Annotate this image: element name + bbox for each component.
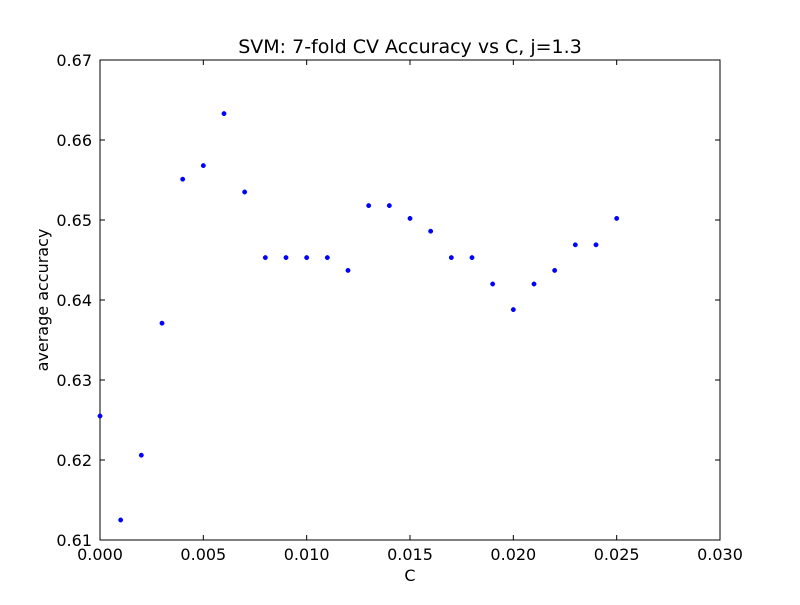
data-point xyxy=(242,189,248,195)
data-point xyxy=(159,320,165,326)
data-point xyxy=(510,307,516,313)
x-tick-label: 0.025 xyxy=(594,545,640,564)
data-point xyxy=(97,413,103,419)
x-tick-label: 0.000 xyxy=(77,545,123,564)
y-tick-label: 0.66 xyxy=(56,131,92,150)
data-point xyxy=(118,517,124,523)
data-point xyxy=(324,255,330,261)
y-tick-label: 0.65 xyxy=(56,211,92,230)
data-point xyxy=(283,255,289,261)
data-point xyxy=(552,267,558,273)
data-point xyxy=(428,228,434,234)
y-tick-label: 0.64 xyxy=(56,291,92,310)
axis-ticks xyxy=(99,59,721,541)
y-axis-label: average accuracy xyxy=(33,229,52,372)
x-tick-label: 0.020 xyxy=(490,545,536,564)
data-point xyxy=(366,203,372,209)
x-axis-label: C xyxy=(404,566,415,585)
data-point xyxy=(531,281,537,287)
data-point xyxy=(345,267,351,273)
x-tick-label: 0.015 xyxy=(387,545,433,564)
x-tick-label: 0.030 xyxy=(697,545,743,564)
data-point xyxy=(469,255,475,261)
y-tick-label: 0.63 xyxy=(56,371,92,390)
data-point xyxy=(180,176,186,182)
data-point xyxy=(448,255,454,261)
data-point xyxy=(407,215,413,221)
y-tick-label: 0.62 xyxy=(56,451,92,470)
x-tick-label: 0.005 xyxy=(180,545,226,564)
data-point xyxy=(138,452,144,458)
data-point xyxy=(200,163,206,169)
data-point xyxy=(614,215,620,221)
data-point xyxy=(262,255,268,261)
y-tick-label: 0.67 xyxy=(56,51,92,70)
plot-area xyxy=(99,59,721,541)
data-point xyxy=(593,242,599,248)
data-point xyxy=(572,242,578,248)
data-point xyxy=(386,203,392,209)
data-points xyxy=(97,111,620,523)
x-tick-label: 0.010 xyxy=(284,545,330,564)
chart-title: SVM: 7-fold CV Accuracy vs C, j=1.3 xyxy=(238,36,582,58)
data-point xyxy=(490,281,496,287)
data-point xyxy=(304,255,310,261)
y-tick-label: 0.61 xyxy=(56,531,92,550)
tick-labels: 0.000 0.005 0.010 0.015 0.020 0.025 0.030 0.61 0… xyxy=(56,51,743,564)
data-point xyxy=(221,111,227,117)
